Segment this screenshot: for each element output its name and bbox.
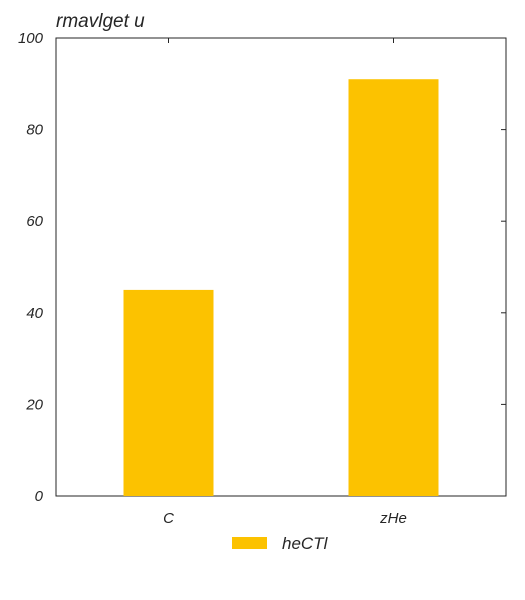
legend-label: heCTl: [282, 534, 329, 553]
plot-frame: [55, 37, 507, 497]
y-tick-label: 80: [26, 122, 43, 139]
x-tick-label: C: [163, 510, 174, 527]
plot-area: [55, 37, 507, 497]
y-tick-label: 20: [25, 396, 43, 413]
y-tick-label: 40: [26, 305, 43, 322]
bar-zHe: [348, 79, 439, 496]
y-tick-label: 0: [35, 488, 44, 505]
y-tick-label: 60: [26, 213, 43, 230]
x-tick-label: zHe: [379, 510, 407, 527]
legend: heCTl: [232, 534, 329, 553]
y-axis: 0 20 40 60 80 100: [18, 30, 506, 505]
legend-swatch: [232, 537, 267, 549]
bar-C: [123, 289, 214, 496]
y-tick-label: 100: [18, 30, 44, 47]
bar-series: [123, 79, 439, 496]
chart-title: rmavlget u: [56, 11, 145, 32]
